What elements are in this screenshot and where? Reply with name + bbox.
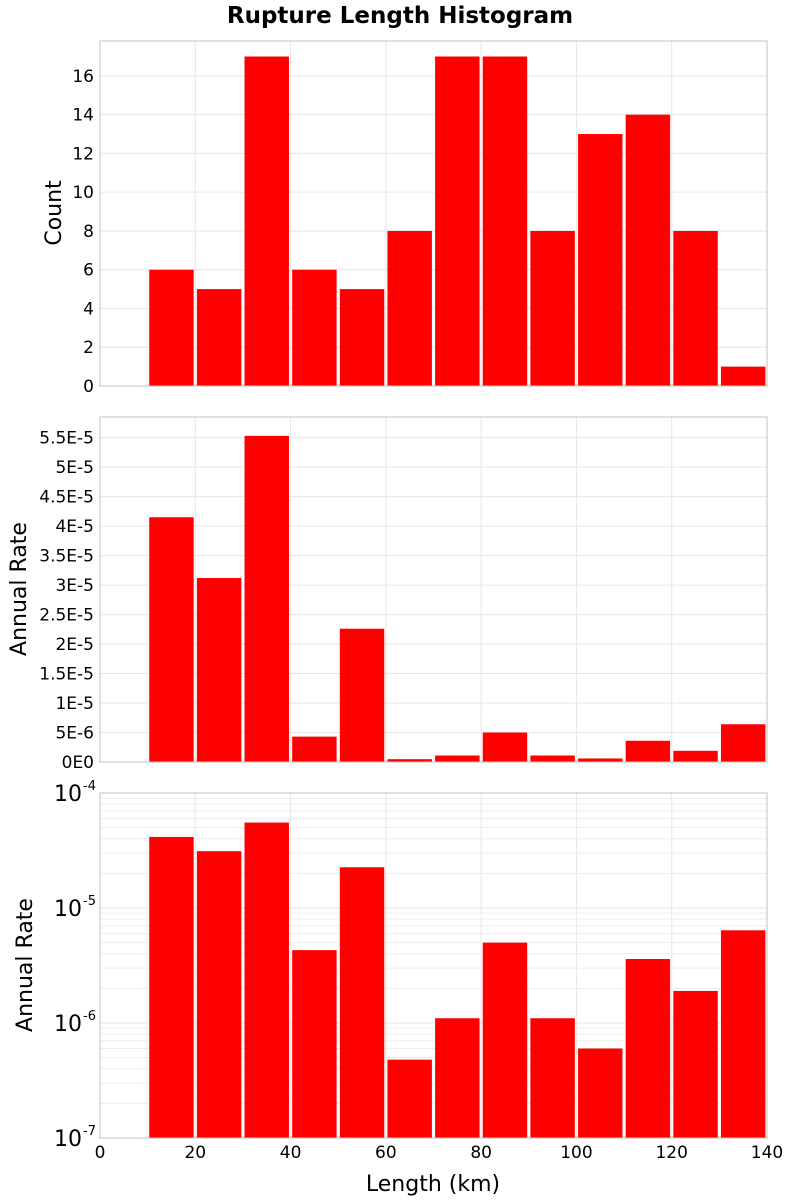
y-tick-label: 4.5E-5 — [39, 488, 94, 508]
y-tick-exponent: -6 — [83, 1009, 96, 1024]
y-tick-label: 10 — [72, 183, 94, 203]
count-panel: 0 2 4 6 8 10 12 14 16 Count — [42, 40, 768, 397]
histogram-bar — [720, 366, 766, 386]
histogram-bar — [578, 758, 623, 762]
y-tick-label: 0E0 — [62, 753, 94, 773]
histogram-bar — [149, 517, 194, 762]
histogram-bar — [625, 114, 671, 387]
y-tick-label: 10 — [54, 1012, 82, 1037]
histogram-bar — [435, 1018, 480, 1138]
y-tick-label: 3E-5 — [55, 576, 94, 596]
histogram-bar — [673, 990, 718, 1138]
y-tick-label: 4E-5 — [55, 517, 94, 537]
histogram-bar — [673, 230, 718, 386]
y-tick-exponent: -5 — [83, 894, 96, 909]
histogram-bar — [292, 736, 337, 762]
histogram-bar — [339, 628, 385, 762]
histogram-bar — [530, 230, 575, 386]
y-tick-label: 10 — [54, 1127, 82, 1152]
y-tick-label: 2 — [83, 338, 94, 358]
y-tick-label: 0 — [83, 377, 94, 397]
y-tick-label: 2.5E-5 — [39, 606, 94, 626]
histogram-bar — [482, 942, 528, 1138]
histogram-bar — [720, 724, 766, 762]
y-tick-label: 1E-5 — [55, 694, 94, 714]
count-axis-label: Count — [42, 180, 67, 246]
annual-rate-log-panel: 10-710-610-510-4 Annual Rate 0 20 40 60 80 10… — [13, 779, 783, 1197]
y-tick-label: 10 — [54, 782, 82, 807]
annual-rate-linear-panel: 0E0 5E-6 1E-5 1.5E-5 2E-5 2.5E-5 3E-5 3.5E-5 4E-… — [7, 416, 768, 773]
histogram-bar — [578, 134, 623, 386]
y-tick-label: 1.5E-5 — [39, 665, 94, 685]
x-tick-label: 120 — [655, 1143, 687, 1163]
histogram-bar — [339, 867, 385, 1138]
histogram-bar — [625, 740, 671, 762]
histogram-bar — [292, 269, 337, 386]
histogram-bar — [387, 759, 432, 762]
histogram-bar — [435, 755, 480, 762]
y-tick-label: 5E-5 — [55, 458, 94, 478]
histogram-bar — [149, 269, 194, 386]
y-tick-label: 8 — [83, 222, 94, 242]
x-tick-label: 0 — [95, 1143, 106, 1163]
y-tick-exponent: -7 — [83, 1124, 96, 1139]
histogram-bar — [196, 289, 242, 386]
histogram-bar — [482, 732, 528, 762]
histogram-bar — [578, 1048, 623, 1138]
y-tick-label: 16 — [72, 67, 94, 87]
histogram-bar — [196, 851, 242, 1138]
annual-rate-log-axis-label: Annual Rate — [13, 898, 38, 1032]
histogram-bar — [673, 750, 718, 762]
histogram-bar — [482, 56, 528, 387]
y-tick-label: 5E-6 — [55, 724, 94, 744]
histogram-bar — [530, 755, 575, 762]
histogram-bar — [530, 1018, 575, 1138]
chart-title: Rupture Length Histogram — [227, 3, 573, 29]
histogram-bar — [196, 578, 242, 762]
x-tick-label: 40 — [280, 1143, 302, 1163]
histogram-bar — [292, 950, 337, 1138]
histogram-bar — [149, 836, 194, 1138]
y-tick-label: 4 — [83, 299, 94, 319]
histogram-bar — [435, 56, 480, 387]
y-tick-label: 10 — [54, 897, 82, 922]
x-tick-label: 60 — [375, 1143, 397, 1163]
histogram-bar — [244, 822, 289, 1138]
length-axis-label: Length (km) — [366, 1172, 500, 1197]
histogram-bar — [244, 435, 289, 762]
y-tick-exponent: -4 — [83, 779, 96, 794]
histogram-bar — [387, 1059, 432, 1138]
histogram-bar — [720, 930, 766, 1138]
annual-rate-axis-label: Annual Rate — [7, 522, 32, 656]
y-tick-label: 12 — [72, 144, 94, 164]
x-tick-label: 80 — [470, 1143, 492, 1163]
y-tick-label: 5.5E-5 — [39, 429, 94, 449]
histogram-bar — [387, 230, 432, 386]
x-tick-label: 100 — [560, 1143, 592, 1163]
histogram-bar — [339, 289, 385, 386]
y-tick-label: 6 — [83, 261, 94, 281]
x-tick-label: 20 — [184, 1143, 206, 1163]
y-tick-label: 2E-5 — [55, 635, 94, 655]
histogram-bar — [625, 959, 671, 1138]
y-tick-label: 14 — [72, 106, 94, 126]
histogram-bar — [244, 56, 289, 387]
x-tick-label: 140 — [751, 1143, 783, 1163]
y-tick-label: 3.5E-5 — [39, 547, 94, 567]
